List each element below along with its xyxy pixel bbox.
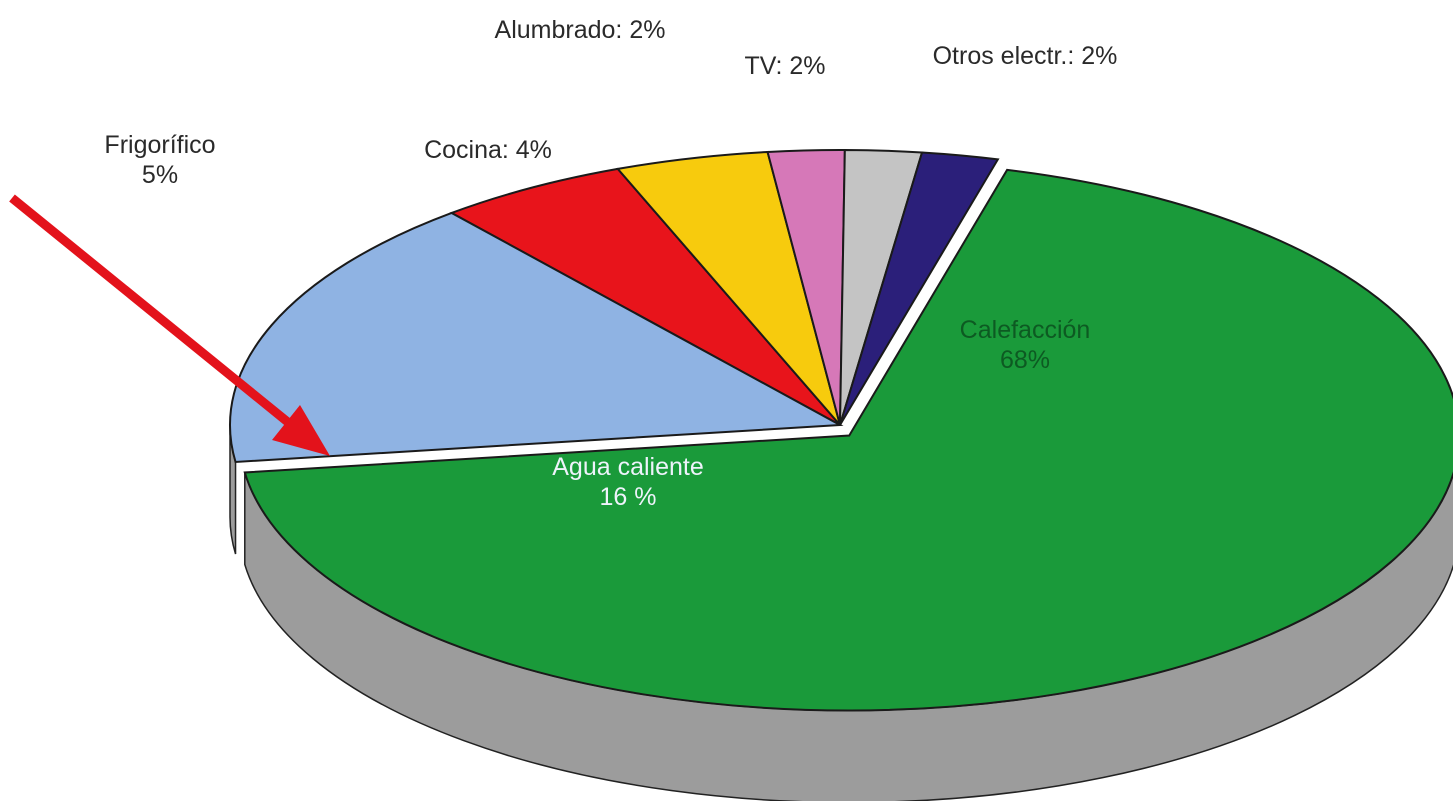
slice — [449, 167, 841, 426]
arrow-head — [272, 405, 330, 456]
arrow-shaft — [9, 194, 303, 436]
slice — [243, 168, 1453, 712]
slice-tops — [229, 149, 1453, 712]
slice — [229, 211, 844, 464]
slice-label: Calefacción 68% — [959, 316, 1091, 374]
slice-label: TV: 2% — [744, 52, 826, 80]
slice — [839, 151, 1000, 426]
slice-label: Frigorífico 5% — [104, 131, 216, 189]
annotation-arrow — [9, 194, 330, 456]
slice-label: Otros electr.: 2% — [932, 42, 1118, 70]
slice-label: Cocina: 4% — [424, 136, 552, 164]
slice-label: Alumbrado: 2% — [494, 16, 666, 44]
slice-label: Agua caliente 16 % — [552, 453, 704, 511]
